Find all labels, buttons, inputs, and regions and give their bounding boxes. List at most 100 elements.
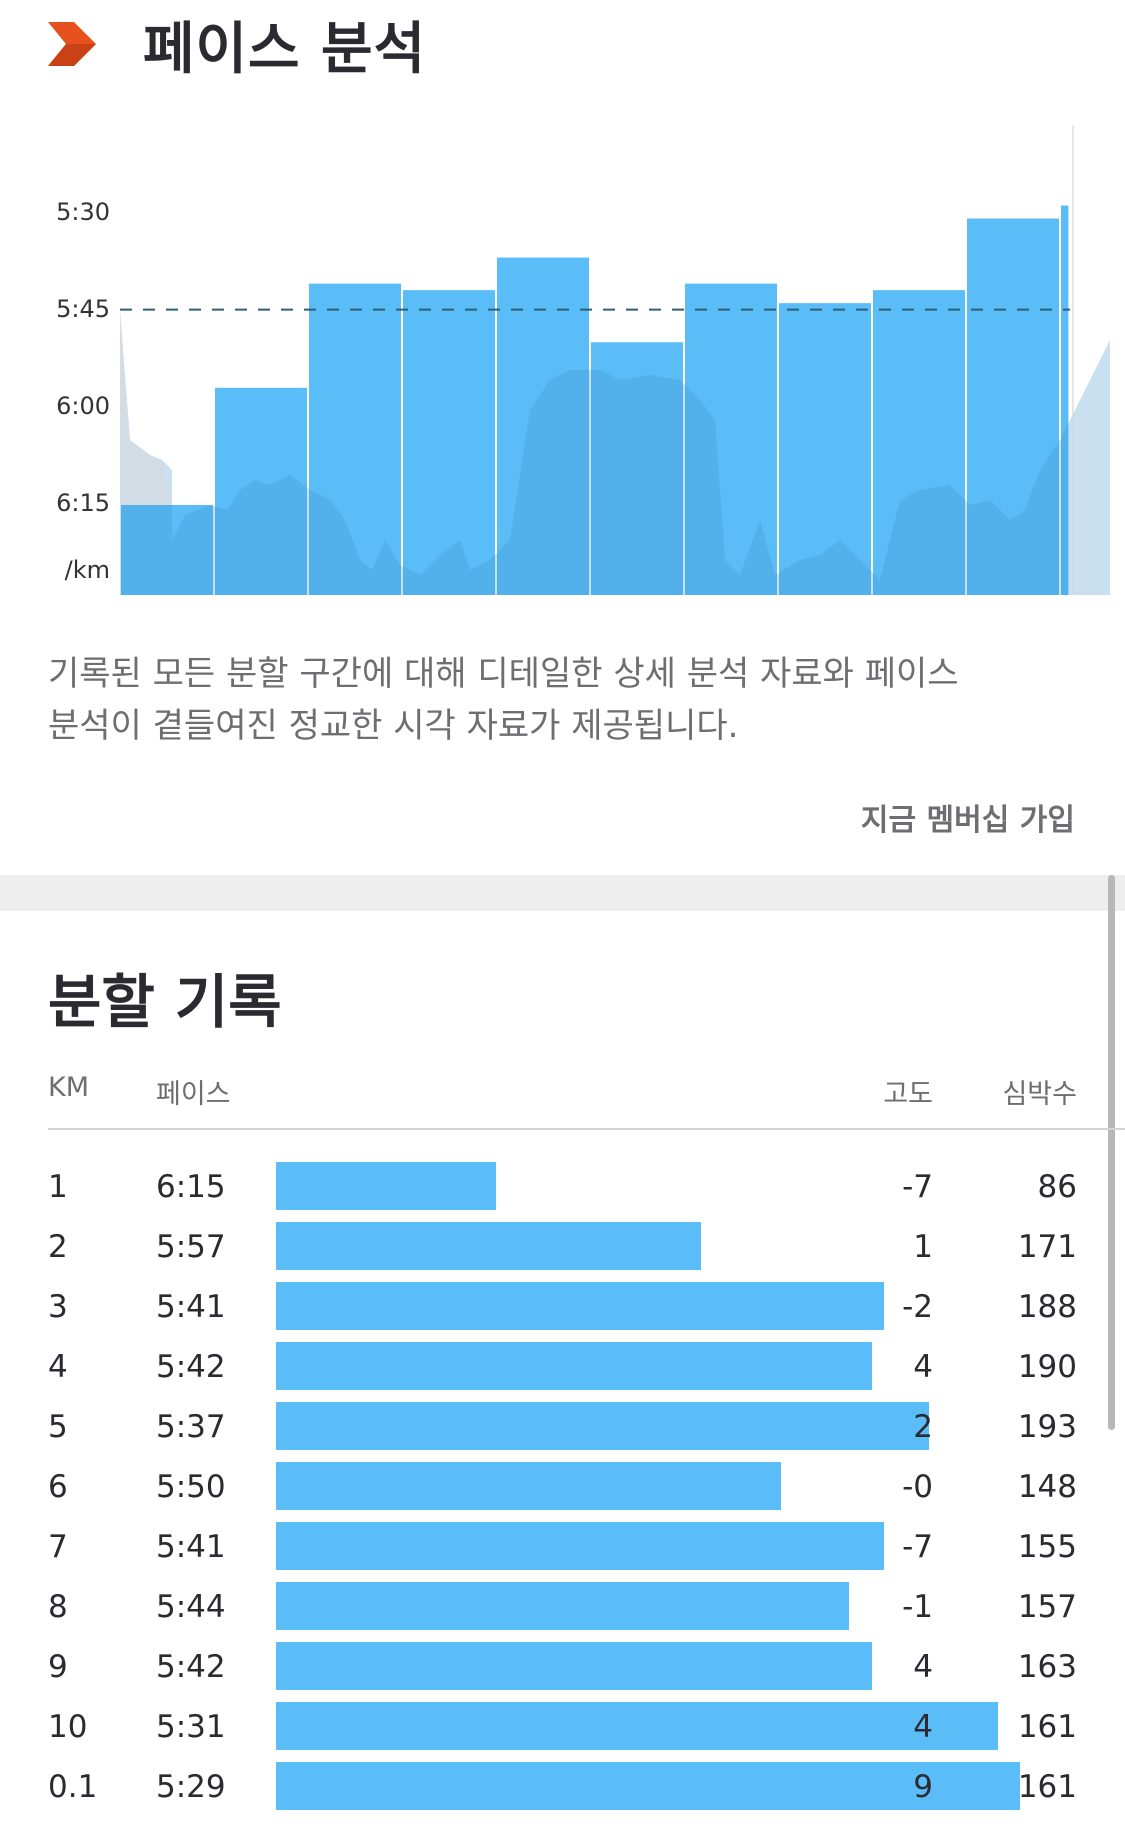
y-unit-label: /km	[64, 556, 110, 584]
pace-bar	[591, 342, 683, 595]
split-pace-bar	[276, 1642, 872, 1690]
split-pace-bar	[276, 1582, 849, 1630]
pace-bar	[1061, 205, 1069, 595]
split-heart-rate: 161	[1017, 1769, 1077, 1805]
split-heart-rate: 163	[1017, 1649, 1077, 1685]
split-elevation: -1	[902, 1589, 933, 1625]
split-row: 10 5:31 4 161	[0, 1700, 1125, 1760]
split-pace-bar	[276, 1222, 701, 1270]
split-km: 4	[48, 1349, 68, 1385]
split-elevation: -0	[902, 1469, 933, 1505]
split-pace-bar	[276, 1342, 872, 1390]
split-heart-rate: 193	[1017, 1409, 1077, 1445]
split-pace: 5:41	[156, 1289, 226, 1325]
pace-bar	[497, 257, 589, 595]
pace-analysis-description: 기록된 모든 분할 구간에 대해 디테일한 상세 분석 자료와 페이스 분석이 …	[48, 648, 1048, 752]
y-tick-label: 5:45	[56, 295, 110, 323]
split-row: 7 5:41 -7 155	[0, 1520, 1125, 1580]
elevation-column-header: 고도	[883, 1079, 933, 1110]
split-heart-rate: 190	[1017, 1349, 1077, 1385]
split-pace-bar	[276, 1462, 781, 1510]
split-pace-bar	[276, 1402, 929, 1450]
split-km: 10	[48, 1709, 88, 1745]
split-pace: 6:15	[156, 1169, 226, 1205]
pace-bar	[873, 290, 965, 595]
splits-title: 분할 기록	[48, 968, 282, 1036]
split-row: 1 6:15 -7 86	[0, 1160, 1125, 1220]
km-column-header: KM	[48, 1072, 90, 1103]
split-km: 9	[48, 1649, 68, 1685]
split-pace: 5:42	[156, 1649, 226, 1685]
split-elevation: -7	[902, 1529, 933, 1565]
split-km: 1	[48, 1169, 68, 1205]
pace-column-header: 페이스	[156, 1079, 231, 1110]
split-heart-rate: 188	[1017, 1289, 1077, 1325]
split-elevation: 4	[913, 1649, 933, 1685]
split-heart-rate: 86	[1037, 1169, 1077, 1205]
section-divider	[0, 875, 1125, 911]
chevron-right-icon	[48, 22, 96, 66]
description-line: 분석이 곁들여진 정교한 시각 자료가 제공됩니다.	[48, 706, 739, 746]
pace-bar	[215, 387, 307, 595]
split-elevation: 9	[913, 1769, 933, 1805]
split-km: 3	[48, 1289, 68, 1325]
split-pace: 5:42	[156, 1349, 226, 1385]
split-heart-rate: 155	[1017, 1529, 1077, 1565]
y-tick-label: 5:30	[56, 198, 110, 226]
pace-chart	[120, 125, 1110, 595]
description-line: 기록된 모든 분할 구간에 대해 디테일한 상세 분석 자료와 페이스	[48, 654, 959, 694]
split-pace: 5:31	[156, 1709, 226, 1745]
pace-analysis-title: 페이스 분석	[143, 17, 427, 82]
split-km: 8	[48, 1589, 68, 1625]
split-row: 4 5:42 4 190	[0, 1340, 1125, 1400]
pace-bar	[403, 290, 495, 595]
split-row: 2 5:57 1 171	[0, 1220, 1125, 1280]
join-membership-link[interactable]: 지금 멤버십 가입	[860, 803, 1075, 838]
split-pace-bar	[276, 1282, 884, 1330]
split-pace-bar	[276, 1702, 998, 1750]
split-pace: 5:37	[156, 1409, 226, 1445]
y-tick-label: 6:15	[56, 489, 110, 517]
split-row: 3 5:41 -2 188	[0, 1280, 1125, 1340]
pace-bar	[779, 303, 871, 595]
split-heart-rate: 157	[1017, 1589, 1077, 1625]
split-pace: 5:44	[156, 1589, 226, 1625]
pace-bar	[685, 283, 777, 595]
split-km: 0.1	[48, 1769, 98, 1805]
split-heart-rate: 171	[1017, 1229, 1077, 1265]
split-pace: 5:57	[156, 1229, 226, 1265]
split-pace-bar	[276, 1522, 884, 1570]
split-pace: 5:41	[156, 1529, 226, 1565]
heart-rate-column-header: 심박수	[1002, 1079, 1077, 1110]
split-pace-bar	[276, 1762, 1020, 1810]
elevation-profile	[172, 340, 1110, 595]
split-pace: 5:29	[156, 1769, 226, 1805]
split-row: 5 5:37 2 193	[0, 1400, 1125, 1460]
split-km: 6	[48, 1469, 68, 1505]
split-km: 5	[48, 1409, 68, 1445]
split-heart-rate: 161	[1017, 1709, 1077, 1745]
split-pace-bar	[276, 1162, 496, 1210]
scrollbar[interactable]	[1108, 875, 1115, 1430]
header-divider	[48, 1128, 1125, 1130]
split-km: 2	[48, 1229, 68, 1265]
split-row: 8 5:44 -1 157	[0, 1580, 1125, 1640]
split-row: 0.1 5:29 9 161	[0, 1760, 1125, 1820]
split-row: 9 5:42 4 163	[0, 1640, 1125, 1700]
split-pace: 5:50	[156, 1469, 226, 1505]
split-elevation: -2	[902, 1289, 933, 1325]
pace-analysis-section: 페이스 분석 5:30 5:45 6:00 6:15 /km 기록된 모든 분할…	[0, 0, 1125, 875]
split-elevation: -7	[902, 1169, 933, 1205]
split-elevation: 4	[913, 1349, 933, 1385]
split-elevation: 2	[913, 1409, 933, 1445]
split-elevation: 1	[913, 1229, 933, 1265]
pace-bar	[967, 218, 1059, 595]
split-row: 6 5:50 -0 148	[0, 1460, 1125, 1520]
split-km: 7	[48, 1529, 68, 1565]
pace-bar	[121, 505, 213, 595]
split-elevation: 4	[913, 1709, 933, 1745]
y-tick-label: 6:00	[56, 392, 110, 420]
split-heart-rate: 148	[1017, 1469, 1077, 1505]
elevation-profile-gray	[120, 310, 172, 595]
pace-bar	[309, 283, 401, 595]
